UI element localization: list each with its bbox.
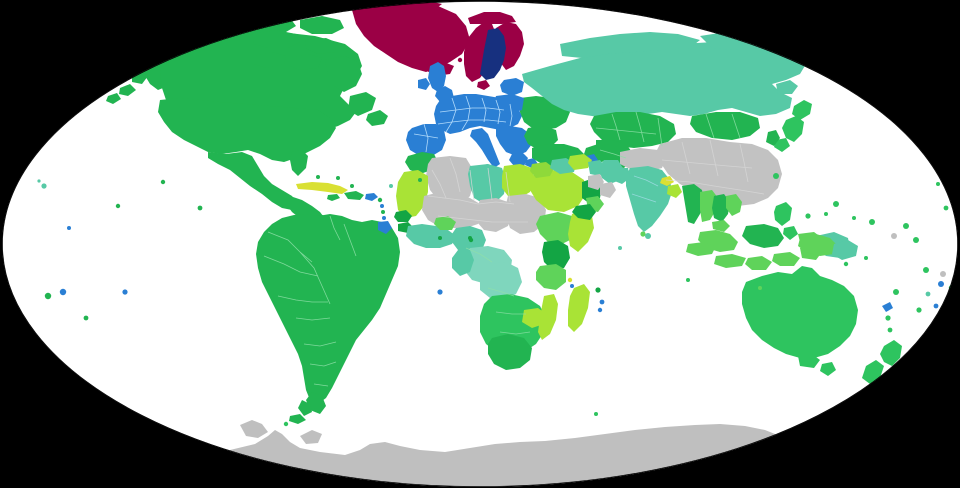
region-asia (522, 32, 850, 270)
region-south-america (256, 214, 400, 424)
region-africa (394, 152, 646, 370)
region-europe (406, 12, 610, 174)
ocean-island-dots (67, 178, 762, 427)
